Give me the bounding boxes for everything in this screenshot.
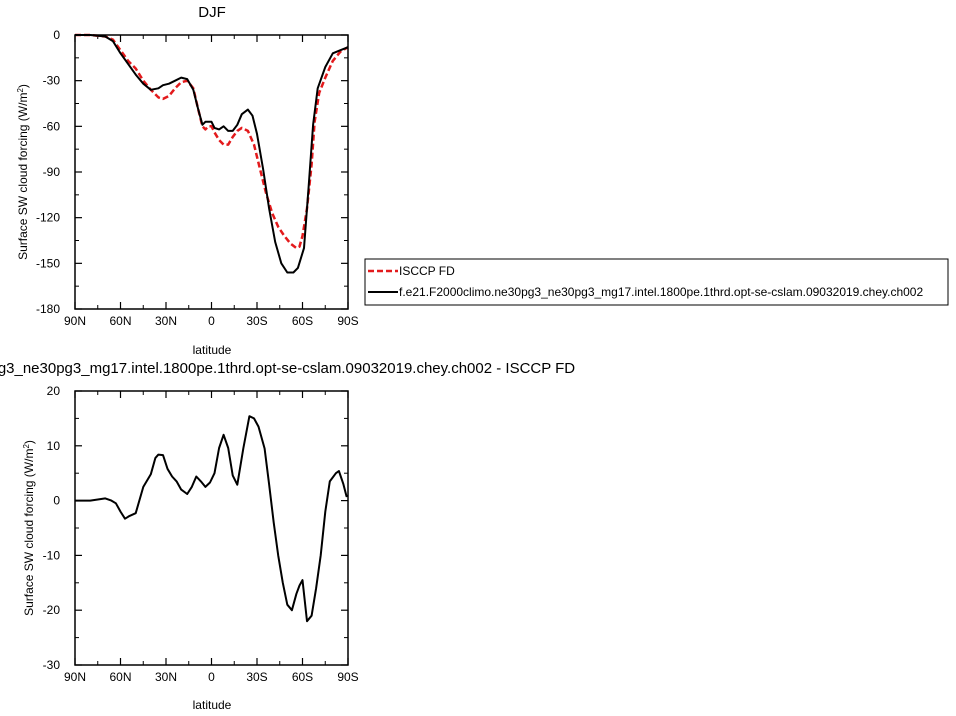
y-tick-label: -30 (43, 658, 61, 672)
top-ticks: 90N 60N 30N 0 30S 60S 90S 0 -30 -60 -90 -120 -150 -18… (36, 28, 359, 328)
y-tick-label: -30 (43, 74, 61, 88)
bottom-ticks: 90N 60N 30N 0 30S 60S 90S 20 10 0 -10 -20 -30 (43, 384, 359, 684)
y-tick-label: -60 (43, 119, 61, 133)
x-tick-label: 0 (208, 314, 215, 328)
y-tick-label: -10 (43, 548, 61, 562)
x-tick-label: 60N (109, 670, 131, 684)
y-tick-label: 0 (53, 494, 60, 508)
bottom-y-axis-label: Surface SW cloud forcing (W/m2) (22, 440, 36, 616)
legend-label-model: f.e21.F2000climo.ne30pg3_ne30pg3_mg17.in… (399, 285, 923, 299)
y-tick-label: -20 (43, 603, 61, 617)
bottom-chart-title: f.e21.F2000climo.ne30pg3_ne30pg3_mg17.in… (0, 360, 575, 377)
x-tick-label: 30S (246, 314, 267, 328)
top-panel: DJF Surface SW cloud forcing (W/m2) lati… (16, 4, 359, 357)
y-tick-label: -150 (36, 256, 60, 270)
x-tick-label: 0 (208, 670, 215, 684)
y-tick-label: 0 (53, 28, 60, 42)
x-tick-label: 90N (64, 314, 86, 328)
bottom-panel: f.e21.F2000climo.ne30pg3_ne30pg3_mg17.in… (0, 360, 575, 712)
series-line-1 (75, 34, 349, 274)
legend-label-isccp: ISCCP FD (399, 264, 455, 278)
top-y-axis-label: Surface SW cloud forcing (W/m2) (16, 84, 30, 260)
bottom-plot-frame (74, 390, 349, 666)
x-tick-label: 30S (246, 670, 267, 684)
y-tick-label: -90 (43, 165, 61, 179)
y-tick-label: 20 (47, 384, 61, 398)
x-tick-label: 90S (337, 670, 358, 684)
x-tick-label: 60N (109, 314, 131, 328)
x-tick-label: 30N (155, 314, 177, 328)
bottom-series-group (75, 415, 349, 623)
top-x-axis-label: latitude (193, 343, 232, 357)
x-tick-label: 60S (292, 670, 313, 684)
legend: ISCCP FD f.e21.F2000climo.ne30pg3_ne30pg… (364, 258, 949, 306)
top-plot-frame (74, 34, 349, 310)
legend-box (364, 258, 949, 306)
series-line-0 (75, 415, 349, 623)
x-tick-label: 30N (155, 670, 177, 684)
x-tick-label: 90S (337, 314, 358, 328)
y-tick-label: 10 (47, 439, 61, 453)
bottom-x-axis-label: latitude (193, 698, 232, 712)
y-tick-label: -120 (36, 211, 60, 225)
top-series-group (75, 33, 349, 274)
x-tick-label: 60S (292, 314, 313, 328)
top-chart-title: DJF (198, 4, 226, 21)
x-tick-label: 90N (64, 670, 86, 684)
y-tick-label: -180 (36, 302, 60, 316)
series-line-0 (75, 33, 349, 250)
